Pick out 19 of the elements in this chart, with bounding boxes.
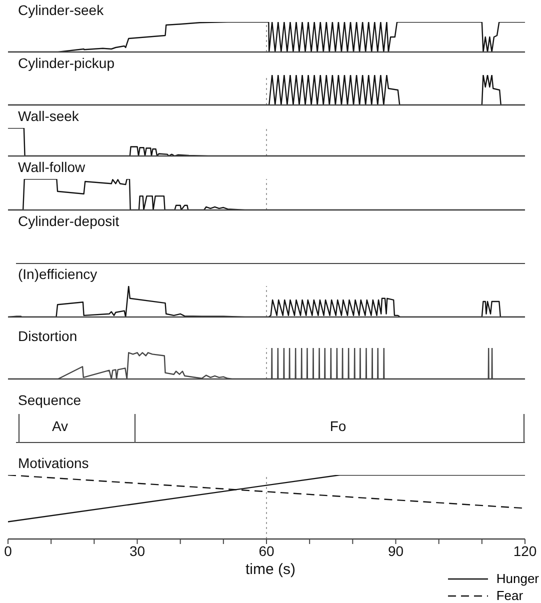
chart-title: Wall-seek <box>18 108 79 124</box>
x-tick-label: 30 <box>129 542 146 559</box>
chart-title: Distortion <box>18 328 78 344</box>
text: Fo <box>328 418 348 434</box>
chart-title: Motivations <box>18 455 89 471</box>
chart-title: Cylinder-pickup <box>18 55 114 71</box>
x-axis-title: time (s) <box>246 561 296 578</box>
text: Cylinder-deposit <box>18 213 120 229</box>
text: Sequence <box>18 392 82 408</box>
legend-label: Hunger <box>496 571 539 586</box>
text: Av <box>50 418 70 434</box>
chart-title: (In)efficiency <box>18 266 98 282</box>
legend-label: Fear <box>496 588 524 603</box>
x-tick-label: 120 <box>513 542 537 559</box>
chart-title: Wall-follow <box>18 159 86 175</box>
x-tick-label: 0 <box>4 542 12 559</box>
x-tick-label: 60 <box>258 542 274 559</box>
chart-title: Cylinder-seek <box>18 2 104 18</box>
x-tick-label: 90 <box>388 542 404 559</box>
